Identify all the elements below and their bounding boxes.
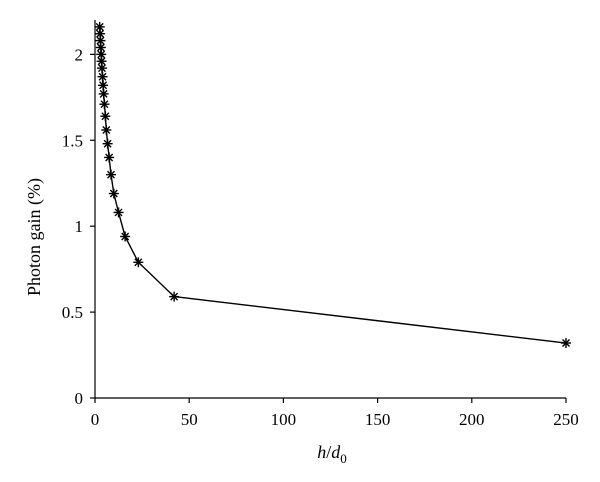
x-tick-label-0: 0	[91, 410, 100, 429]
data-point-20	[169, 291, 180, 302]
data-point-21	[561, 338, 571, 349]
data-point-17	[113, 207, 124, 218]
data-point-6	[96, 63, 107, 74]
data-point-15	[106, 169, 117, 180]
data-point-9	[98, 88, 109, 99]
y-axis-ticks: 0 0.5 1 1.5 2	[62, 45, 95, 408]
data-markers	[94, 21, 571, 349]
data-point-12	[101, 124, 112, 135]
y-axis-label: Photon gain (%)	[24, 178, 45, 296]
data-point-13	[102, 138, 113, 149]
data-point-18	[120, 231, 131, 242]
x-axis-ticks: 0 50 100 150 200 250	[91, 398, 579, 429]
y-tick-label-3: 1.5	[62, 131, 83, 150]
x-tick-label-2: 100	[271, 410, 297, 429]
data-point-19	[133, 257, 144, 268]
data-point-8	[98, 80, 109, 91]
y-tick-label-4: 2	[75, 45, 84, 64]
x-tick-label-5: 250	[553, 410, 579, 429]
y-tick-label-1: 0.5	[62, 303, 83, 322]
x-tick-label-1: 50	[181, 410, 198, 429]
x-tick-label-4: 200	[459, 410, 485, 429]
series-line	[99, 26, 567, 344]
x-axis-label: h/d0	[317, 442, 347, 466]
data-point-14	[104, 152, 115, 163]
data-point-11	[100, 111, 111, 122]
data-point-10	[99, 99, 110, 110]
y-tick-label-0: 0	[75, 389, 84, 408]
data-point-16	[108, 188, 119, 199]
x-tick-label-3: 150	[365, 410, 391, 429]
data-point-7	[97, 71, 108, 82]
y-tick-label-2: 1	[75, 217, 84, 236]
